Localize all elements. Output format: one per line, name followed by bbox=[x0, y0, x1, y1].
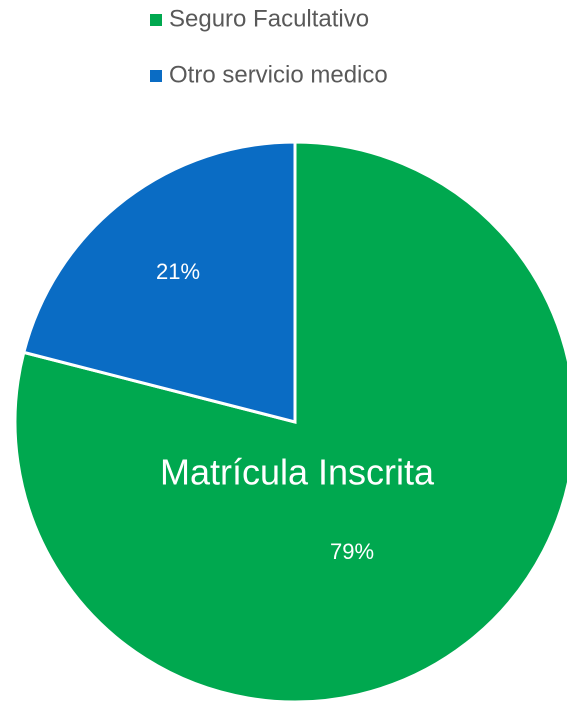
data-label: 21% bbox=[156, 259, 200, 284]
legend-text: Seguro Facultativo bbox=[169, 5, 369, 32]
legend-marker bbox=[150, 14, 162, 26]
chart-title: Matrícula Inscrita bbox=[160, 452, 435, 493]
data-label: 79% bbox=[330, 539, 374, 564]
legend-marker bbox=[150, 70, 162, 82]
pie-slice bbox=[21, 140, 297, 424]
legend-text: Otro servicio medico bbox=[169, 61, 388, 88]
